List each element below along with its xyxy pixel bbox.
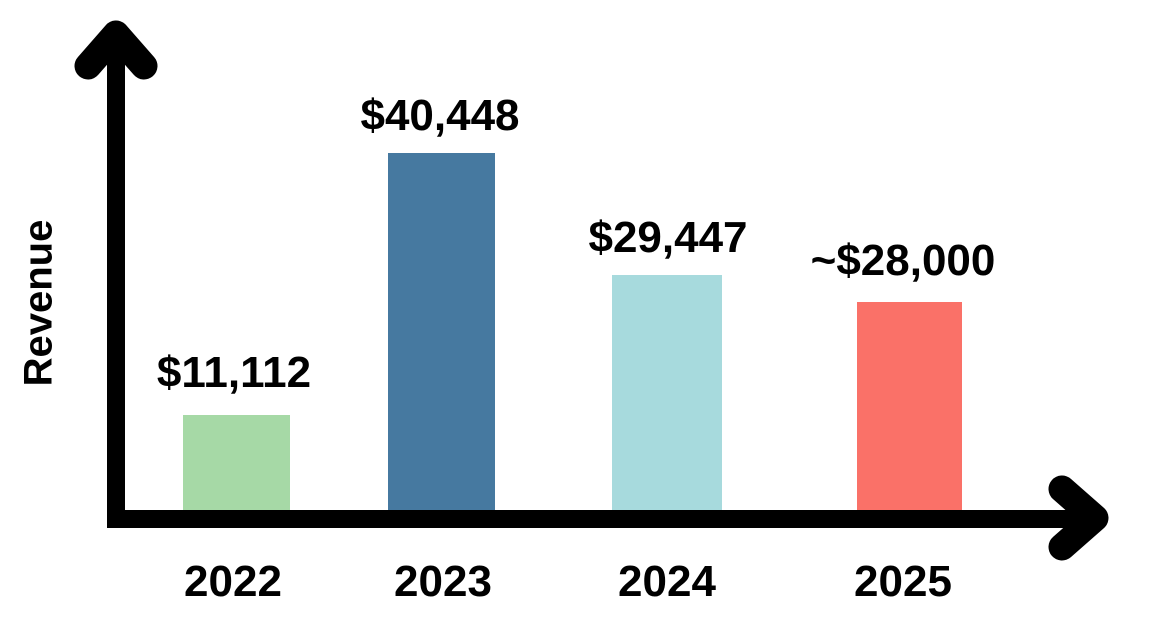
x-tick-label-2025: 2025 (854, 557, 952, 606)
x-axis-arrow-icon (1048, 475, 1109, 561)
x-tick-label-2022: 2022 (184, 557, 282, 606)
bar-2023 (388, 153, 495, 510)
bar-2024 (612, 275, 722, 510)
y-axis-label: Revenue (16, 219, 61, 387)
x-tick-label-2024: 2024 (618, 557, 716, 606)
value-label-2023: $40,448 (360, 91, 520, 140)
bar-2025 (857, 302, 962, 510)
y-axis-arrow-icon (74, 20, 158, 80)
x-tick-label-2023: 2023 (394, 557, 492, 606)
value-label-2022: $11,112 (156, 348, 312, 397)
value-label-2025: ~$28,000 (810, 236, 996, 285)
bar-2022 (183, 415, 290, 510)
value-label-2024: $29,447 (588, 213, 748, 262)
